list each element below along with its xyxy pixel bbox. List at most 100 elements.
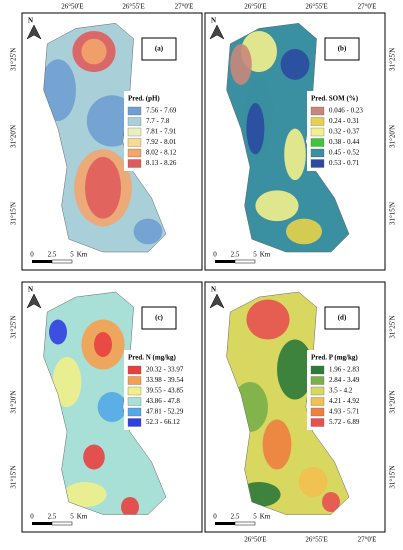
legend-entry: 7.92 - 8.01 <box>146 138 177 146</box>
surface-zone <box>230 43 252 85</box>
legend-swatch <box>310 127 325 137</box>
north-label: N <box>28 286 33 294</box>
panel-label: (d) <box>338 314 347 322</box>
legend-swatch <box>127 127 142 137</box>
scale-label: 5 <box>253 513 257 521</box>
region-border <box>43 23 167 253</box>
surface-zone <box>94 332 112 357</box>
scale-label: 0 <box>213 513 217 521</box>
latitude-label: 31°15'N <box>10 465 18 488</box>
surface-zone <box>286 218 322 245</box>
surface-zone <box>298 467 328 497</box>
longitude-label: 26°55'E <box>122 3 144 11</box>
latitude-label: 31°15'N <box>389 202 397 225</box>
region-border <box>226 23 350 253</box>
scale-bar <box>234 521 256 526</box>
label-box <box>324 37 360 61</box>
label-box <box>141 306 177 330</box>
latitude-label: 31°20'N <box>10 390 18 413</box>
scale-label: Km <box>77 513 88 521</box>
legend-swatch <box>310 117 325 126</box>
scale-bar <box>32 260 52 263</box>
scale-label: 0 <box>213 251 217 259</box>
scale-bar <box>51 259 73 264</box>
scale-label: 0 <box>30 513 34 521</box>
label-box <box>324 306 360 330</box>
legend-entry: 4.93 - 5.71 <box>329 408 360 416</box>
surface-zone <box>284 128 306 181</box>
surface-zone <box>133 218 163 245</box>
surface-zone <box>322 492 340 512</box>
latitude-label: 31°25'N <box>389 315 397 338</box>
latitude-label: 31°25'N <box>10 315 18 338</box>
panel-label: (a) <box>155 45 164 53</box>
legend-entry: 4.21 - 4.92 <box>329 397 360 405</box>
legend-entry: 0.32 - 0.37 <box>329 128 360 136</box>
legend-entry: 39.55 - 43.85 <box>146 387 184 395</box>
scale-label: Km <box>77 251 88 259</box>
scale-bar <box>234 259 256 264</box>
longitude-label: 27°0'E <box>358 3 377 11</box>
scale-label: 0 <box>30 251 34 259</box>
legend-entry: 3.5 - 4.2 <box>329 387 353 395</box>
legend-entry: 0.45 - 0.52 <box>329 149 360 157</box>
latitude-label: 31°25'N <box>389 48 397 71</box>
north-label: N <box>28 17 33 25</box>
scale-bar <box>215 260 235 263</box>
scale-label: 5 <box>70 513 74 521</box>
legend-entry: 7.81 - 7.91 <box>146 128 177 136</box>
legend-swatch <box>310 365 325 375</box>
panel-label: (b) <box>338 45 347 53</box>
longitude-label: 26°50'E <box>244 536 266 544</box>
scale-bar <box>215 522 235 525</box>
legend-swatch <box>127 138 142 147</box>
scale-bar <box>32 522 52 525</box>
longitude-label: 27°0'E <box>358 536 377 544</box>
surface-zone <box>246 299 290 340</box>
surface-zone <box>97 392 127 422</box>
legend-swatch <box>127 159 142 168</box>
legend-swatch <box>127 386 142 396</box>
north-label: N <box>211 17 216 25</box>
legend-title: Pred. (pH) <box>128 95 160 103</box>
latitude-label: 31°20'N <box>389 390 397 413</box>
region-border <box>226 291 350 515</box>
latitude-label: 31°25'N <box>10 48 18 71</box>
north-arrow <box>26 24 42 40</box>
longitude-label: 26°55'E <box>305 536 327 544</box>
legend-entry: 2.84 - 3.49 <box>329 376 360 384</box>
north-arrow <box>26 293 42 309</box>
legend-entry: 7.56 - 7.69 <box>146 107 177 115</box>
latitude-label: 31°15'N <box>10 202 18 225</box>
legend-swatch <box>310 106 325 116</box>
legend-title: Pred. SOM (%) <box>311 95 359 103</box>
legend-swatch <box>127 106 142 116</box>
legend-swatch <box>310 376 325 385</box>
scale-label: 2.5 <box>231 251 240 259</box>
legend-swatch <box>310 418 325 427</box>
scale-label: 2.5 <box>231 513 240 521</box>
legend-swatch <box>127 376 142 385</box>
legend-swatch <box>310 397 325 406</box>
north-arrow <box>209 293 225 309</box>
latitude-label: 31°20'N <box>389 125 397 148</box>
legend-entry: 1.96 - 2.83 <box>329 366 360 374</box>
legend-entry: 0.53 - 0.71 <box>329 159 360 167</box>
legend-swatch <box>310 148 325 158</box>
latitude-label: 31°15'N <box>389 465 397 488</box>
scale-label: Km <box>260 251 271 259</box>
legend-entry: 43.86 - 47.8 <box>146 397 180 405</box>
scale-label: Km <box>260 513 271 521</box>
legend-swatch <box>127 397 142 406</box>
legend-entry: 5.72 - 6.89 <box>329 418 360 426</box>
scale-label: 5 <box>253 251 257 259</box>
legend-entry: 20.32 - 33.97 <box>146 366 184 374</box>
legend-title: Pred. N (mg/kg) <box>128 354 177 362</box>
surface-zone <box>83 444 105 470</box>
scale-bar <box>51 521 73 526</box>
legend-swatch <box>310 159 325 168</box>
legend-entry: 7.7 - 7.8 <box>146 117 170 125</box>
legend-entry: 33.98 - 39.54 <box>146 376 184 384</box>
surface-zone <box>121 497 139 515</box>
